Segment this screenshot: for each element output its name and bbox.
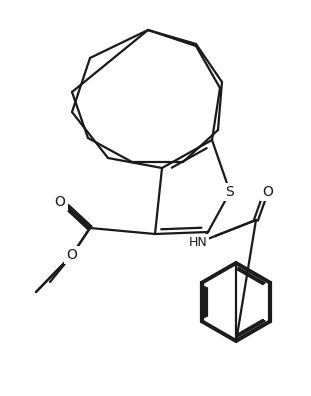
Text: O: O (262, 185, 273, 199)
Text: O: O (67, 248, 77, 262)
Text: HN: HN (189, 236, 207, 249)
Text: S: S (225, 185, 234, 199)
Text: O: O (54, 195, 65, 209)
